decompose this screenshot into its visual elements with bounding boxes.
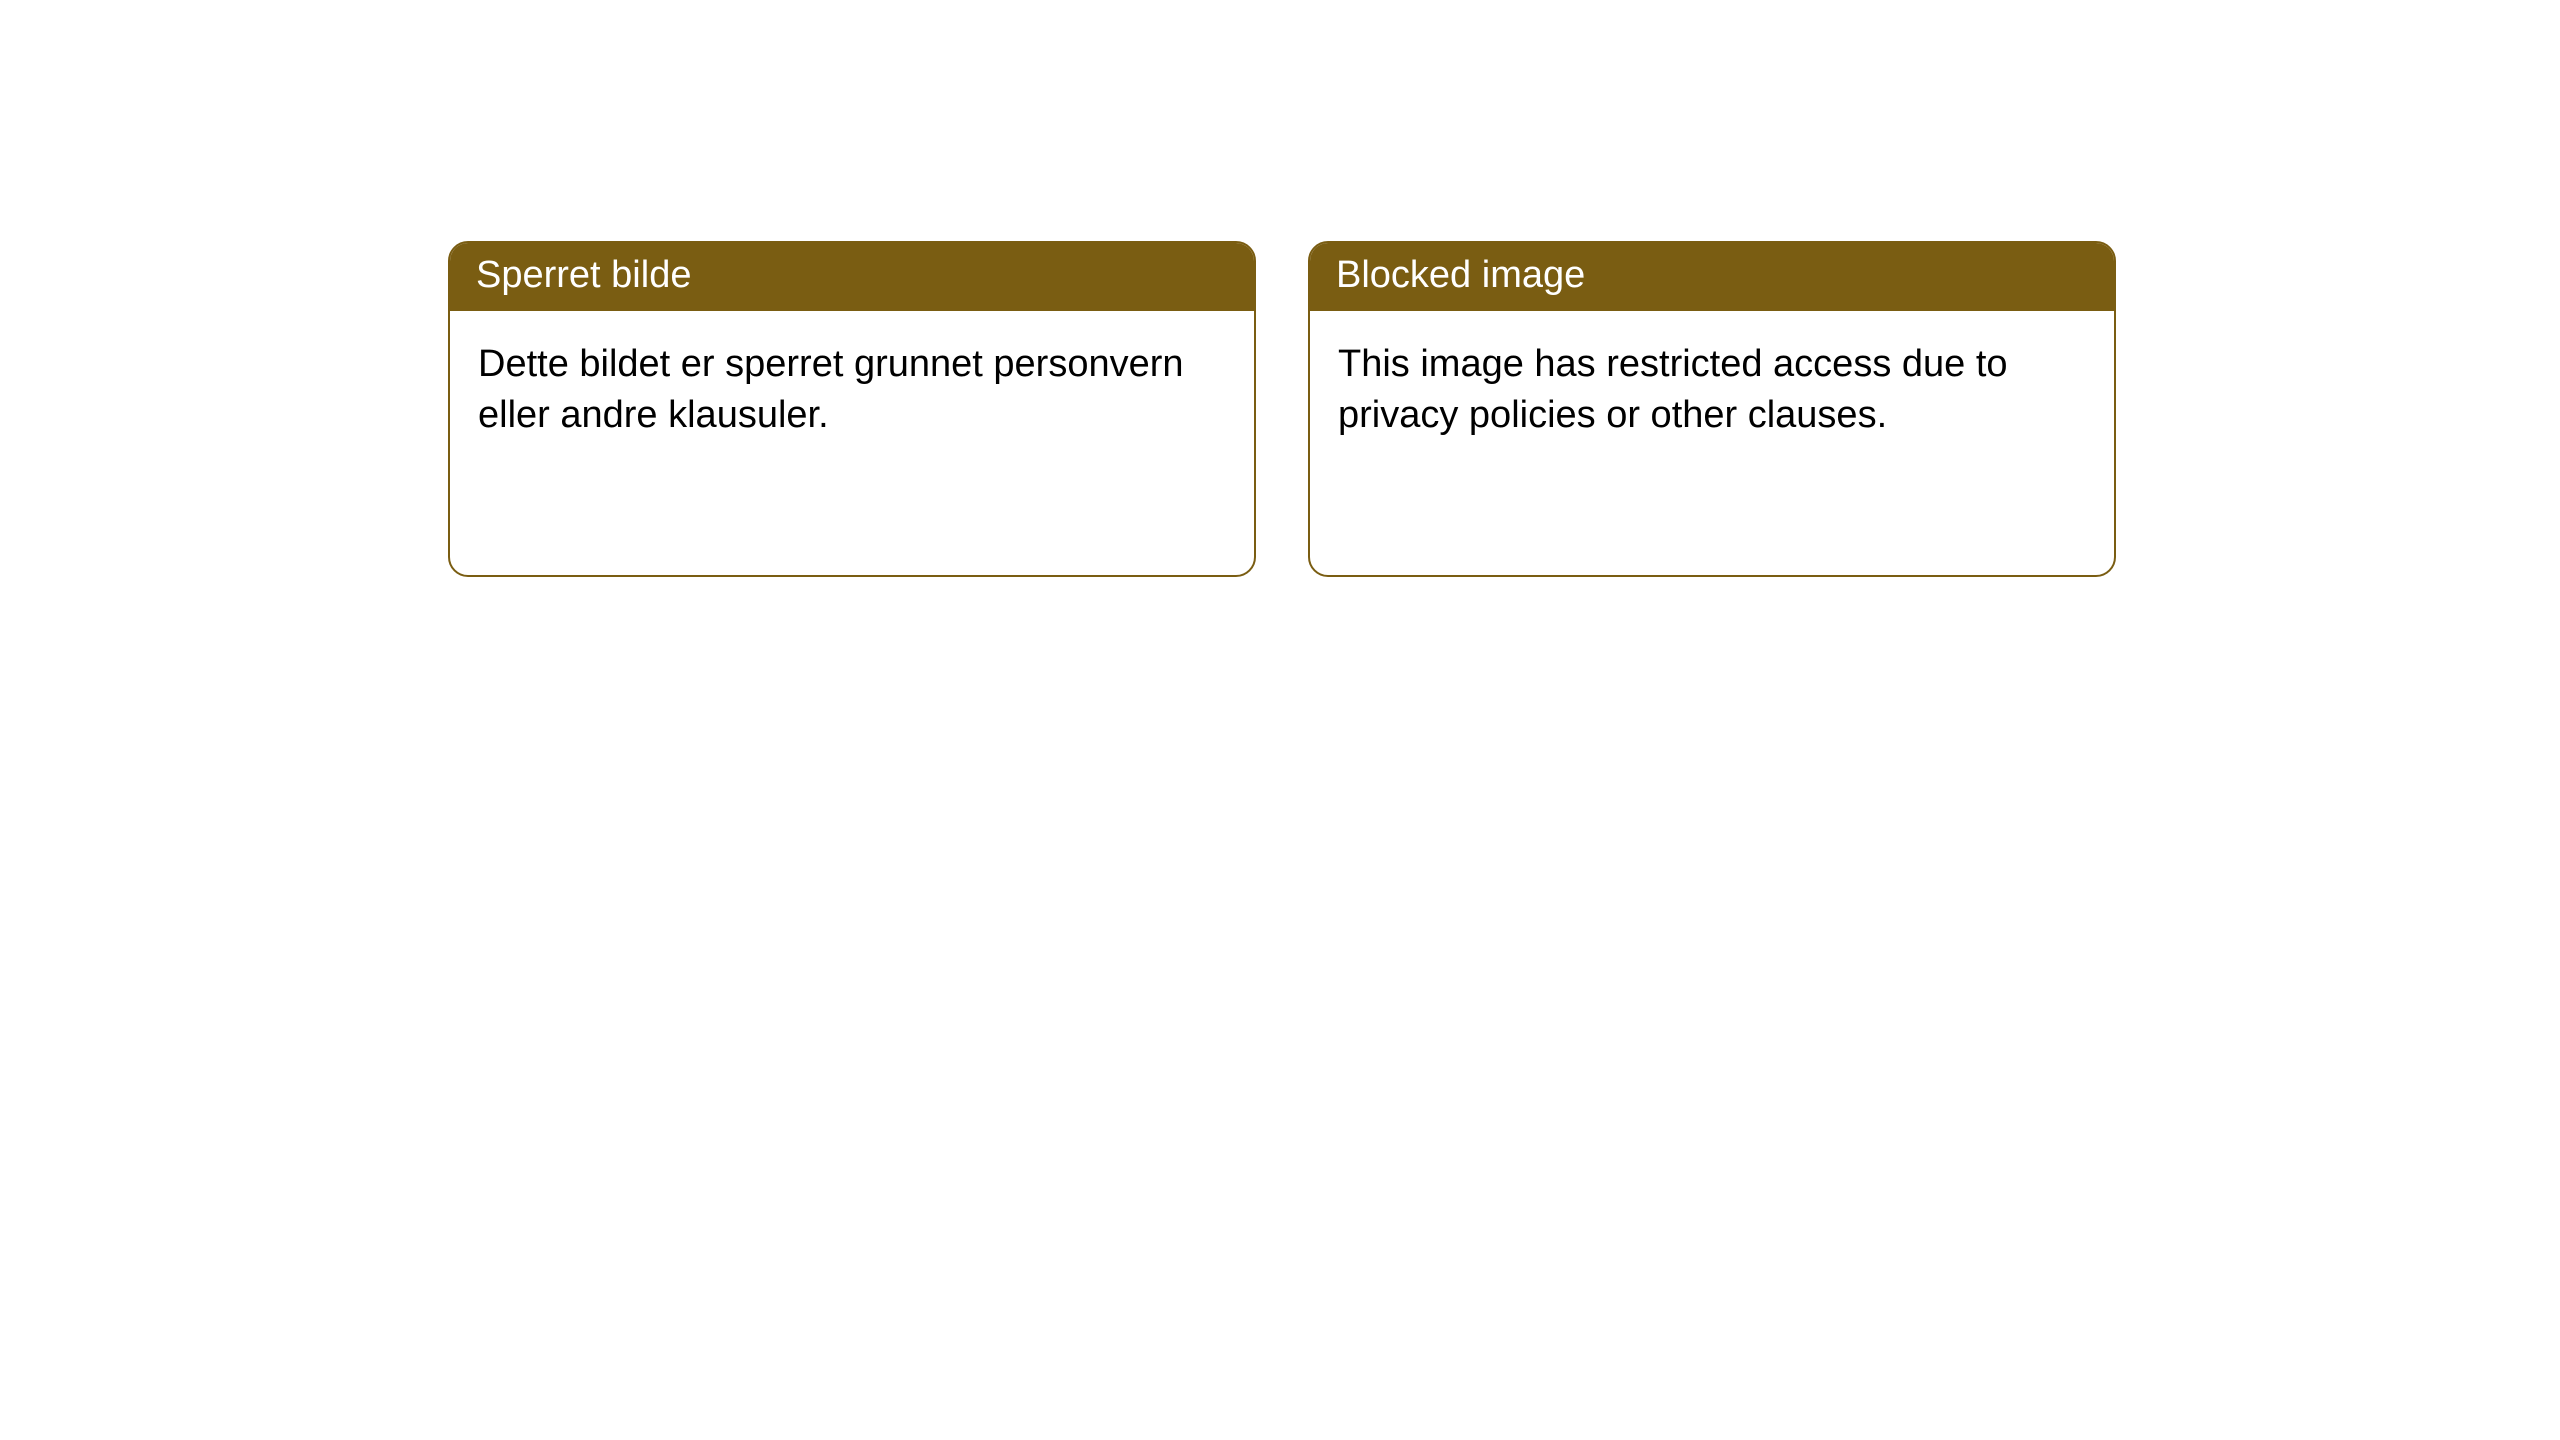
notice-card-title: Sperret bilde bbox=[450, 243, 1254, 311]
notice-card-norwegian: Sperret bilde Dette bildet er sperret gr… bbox=[448, 241, 1256, 577]
notice-card-body: Dette bildet er sperret grunnet personve… bbox=[450, 311, 1254, 575]
notice-cards-container: Sperret bilde Dette bildet er sperret gr… bbox=[448, 241, 2116, 577]
notice-card-body: This image has restricted access due to … bbox=[1310, 311, 2114, 575]
notice-card-title: Blocked image bbox=[1310, 243, 2114, 311]
notice-card-english: Blocked image This image has restricted … bbox=[1308, 241, 2116, 577]
